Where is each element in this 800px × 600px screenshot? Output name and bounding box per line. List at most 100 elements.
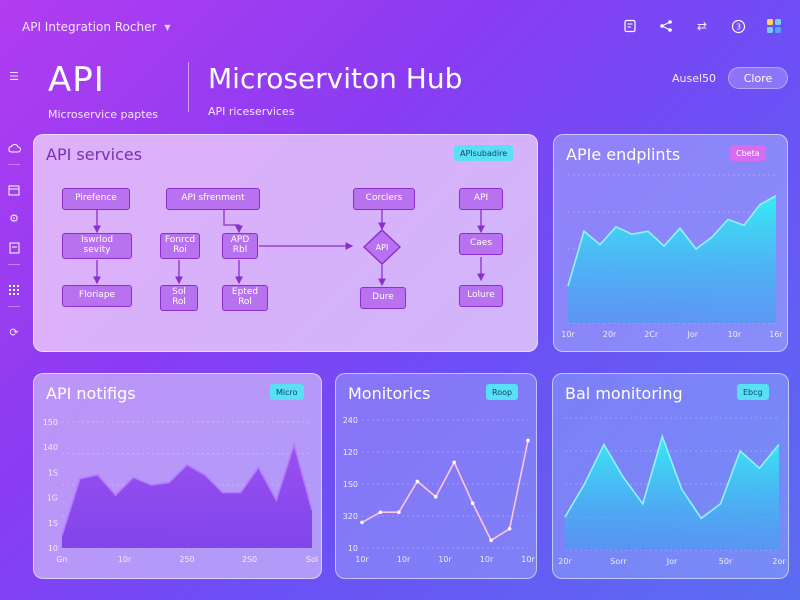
panel-tag[interactable]: Roop	[486, 384, 519, 400]
chevron-down-icon: ▼	[164, 22, 171, 32]
x-tick-label: 20r	[558, 557, 572, 566]
x-tick-label: Gn	[56, 555, 67, 564]
calendar-icon[interactable]	[6, 182, 22, 198]
app-title-dropdown[interactable]: API Integration Rocher ▼	[22, 20, 171, 34]
api-hero: API Microservice paptes	[48, 60, 158, 121]
x-tick-label: Sol	[306, 555, 318, 564]
y-tick-label: 140	[43, 443, 58, 452]
notifications-chart: Gn 10r 250 2S0 Sol 150 140 1S 1G 1S 10	[43, 418, 318, 564]
y-tick-label: 120	[343, 448, 358, 457]
apps-icon[interactable]	[764, 16, 784, 36]
api-services-panel: API services APIsubadire API Pirefence A…	[33, 134, 538, 352]
diagram-node[interactable]: Iswrlod sevity	[62, 233, 132, 259]
diagram-node[interactable]: Lolure	[459, 285, 503, 307]
panel-title: API services	[46, 145, 143, 164]
panel-title: Bal monitoring	[565, 384, 683, 403]
help-icon[interactable]: 3	[728, 16, 748, 36]
y-tick-label: 150	[43, 418, 58, 427]
y-tick-label: 320	[343, 512, 358, 521]
x-tick-label: Jor	[687, 330, 699, 339]
api-subtitle: Microservice paptes	[48, 108, 159, 121]
svg-text:API: API	[376, 243, 389, 252]
x-tick-label: 50r	[719, 557, 733, 566]
panel-tag[interactable]: APIsubadire	[454, 145, 514, 161]
panel-tag[interactable]: Cbeta	[730, 145, 766, 161]
data-point	[433, 495, 438, 499]
data-point	[507, 527, 512, 531]
y-tick-label: 1G	[47, 494, 58, 503]
data-point	[397, 510, 401, 514]
diagram-node[interactable]: Pirefence	[62, 188, 130, 210]
area-fill	[62, 444, 312, 548]
x-tick-label: Sorr	[610, 557, 627, 566]
data-point	[470, 501, 475, 505]
diagram-node[interactable]: APD Rbl	[222, 233, 258, 259]
panel-tag[interactable]: Micro	[270, 384, 304, 400]
menu-icon[interactable]: ☰	[9, 69, 19, 83]
y-tick-label: 10	[348, 544, 358, 553]
data-point	[489, 538, 493, 543]
user-name: Ausel50	[672, 72, 717, 85]
clone-button[interactable]: Clore	[728, 67, 788, 89]
diagram-node[interactable]: Epted Rol	[222, 285, 268, 311]
diagram-node[interactable]: Dure	[360, 287, 406, 309]
panel-tag[interactable]: Ebcg	[737, 384, 769, 400]
diagram-node[interactable]: Fonrcd Roi	[160, 233, 200, 259]
x-tick-label: 10r	[397, 555, 411, 564]
document-icon[interactable]	[6, 240, 22, 256]
api-endpoints-panel: APIe endplints Cbeta 10r 20r 2Cr Jor 10r 16r	[553, 134, 788, 352]
data-point	[526, 438, 530, 443]
area-fill	[568, 195, 776, 323]
panel-title: API notifigs	[46, 384, 136, 403]
data-point	[360, 520, 364, 525]
svg-text:3: 3	[735, 22, 740, 31]
x-tick-label: 2Cr	[644, 330, 659, 339]
y-tick-label: 240	[343, 416, 358, 425]
decision-node[interactable]: API	[362, 229, 402, 265]
data-point	[452, 460, 457, 465]
x-tick-label: 2or	[772, 557, 786, 566]
x-tick-label: 16r	[769, 330, 783, 339]
series-line	[361, 440, 529, 542]
diagram-node[interactable]: API	[459, 188, 503, 210]
x-tick-label: 10r	[118, 555, 132, 564]
swap-icon[interactable]: ⇄	[696, 19, 708, 33]
diagram-node[interactable]: Caes	[459, 233, 503, 255]
x-tick-label: 250	[179, 555, 194, 564]
diagram-node[interactable]: API sfrenment	[166, 188, 260, 210]
settings-icon[interactable]: ⚙	[9, 211, 19, 225]
x-tick-label: Jor	[666, 557, 678, 566]
x-tick-label: 10r	[480, 555, 494, 564]
area-fill	[565, 436, 779, 550]
diagram-node[interactable]: Floriape	[62, 285, 132, 307]
app-title: API Integration Rocher	[22, 20, 157, 34]
note-icon[interactable]	[620, 16, 640, 36]
x-tick-label: 10r	[521, 555, 535, 564]
series-line	[61, 441, 313, 536]
series-line	[564, 433, 780, 520]
series-line	[567, 195, 777, 287]
data-point	[378, 510, 383, 514]
x-tick-label: 2S0	[242, 555, 257, 564]
x-tick-label: 10r	[561, 330, 575, 339]
bal-monitoring-chart: 20r Sorr Jor 50r 2or	[558, 417, 786, 566]
diagram-node[interactable]: Sol Rol	[160, 285, 198, 311]
monitorics-panel: Monitorics Roop 10r 10r 10r 10r 10r 240 120 1S0…	[335, 373, 537, 579]
panel-title: APIe endplints	[566, 145, 681, 164]
bal-monitoring-panel: Bal monitoring Ebcg 20r Sorr Jor 50r 2or	[552, 373, 789, 579]
y-tick-label: 1S0	[343, 480, 358, 489]
endpoints-chart: 10r 20r 2Cr Jor 10r 16r	[561, 174, 783, 339]
grid-icon[interactable]	[6, 282, 22, 298]
top-bar: API Integration Rocher ▼ ⇄ 3	[0, 0, 800, 52]
refresh-icon[interactable]: ⟳	[9, 325, 19, 339]
api-notifications-panel: API notifigs Micro Gn 10r 250 2S0 Sol 150 140 1…	[33, 373, 322, 579]
sidebar: ☰ ⚙ ⟳	[0, 56, 28, 356]
share-icon[interactable]	[656, 16, 676, 36]
data-point	[415, 479, 420, 484]
diagram-node[interactable]: Corclers	[353, 188, 415, 210]
y-tick-label: 1S	[48, 519, 58, 528]
x-tick-label: 10r	[438, 555, 452, 564]
cloud-icon[interactable]	[6, 140, 22, 156]
panel-title: Monitorics	[348, 384, 431, 403]
hub-subtitle: API riceservices	[208, 105, 295, 118]
